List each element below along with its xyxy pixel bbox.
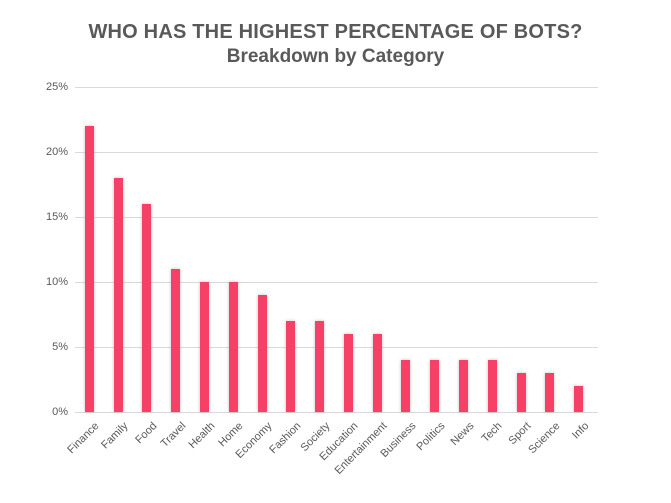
bar-slot bbox=[535, 87, 564, 412]
y-tick-label: 5% bbox=[52, 341, 68, 353]
bar-business bbox=[401, 360, 411, 412]
bar-slot bbox=[190, 87, 219, 412]
bar-entertainment bbox=[372, 334, 382, 412]
chart-subtitle: Breakdown by Category bbox=[226, 46, 445, 67]
bar-finance bbox=[84, 126, 94, 412]
bar-politics bbox=[430, 360, 440, 412]
bar-slot bbox=[334, 87, 363, 412]
bar-slot bbox=[420, 87, 449, 412]
bar-slot bbox=[219, 87, 248, 412]
bar-slot bbox=[507, 87, 536, 412]
bar-news bbox=[458, 360, 468, 412]
bar-sport bbox=[516, 373, 526, 412]
gridline bbox=[75, 282, 598, 283]
bar-slot bbox=[363, 87, 392, 412]
bar-science bbox=[545, 373, 555, 412]
bar-slot bbox=[248, 87, 277, 412]
y-tick-label: 15% bbox=[45, 211, 68, 223]
bar-slot bbox=[564, 87, 593, 412]
bar-education bbox=[343, 334, 353, 412]
bar-slot bbox=[161, 87, 190, 412]
y-tick-label: 25% bbox=[45, 81, 68, 93]
y-tick-label: 20% bbox=[45, 146, 68, 158]
gridline bbox=[75, 217, 598, 218]
bar-family bbox=[113, 178, 123, 412]
bar-slot bbox=[305, 87, 334, 412]
bar-slot bbox=[478, 87, 507, 412]
gridline bbox=[75, 87, 598, 88]
bar-slot bbox=[75, 87, 104, 412]
gridline bbox=[75, 412, 598, 413]
bar-home bbox=[228, 282, 238, 412]
chart-title: WHO HAS THE HIGHEST PERCENTAGE OF BOTS? bbox=[88, 21, 583, 43]
bar-slot bbox=[449, 87, 478, 412]
bar-slot bbox=[104, 87, 133, 412]
bar-info bbox=[574, 386, 584, 412]
bar-travel bbox=[171, 269, 181, 412]
bar-tech bbox=[487, 360, 497, 412]
bar-fashion bbox=[286, 321, 296, 412]
bar-health bbox=[199, 282, 209, 412]
y-tick-label: 0% bbox=[52, 406, 68, 418]
bar-slot bbox=[133, 87, 162, 412]
bar-economy bbox=[257, 295, 267, 412]
plot-area: 0% 5% 10% 15% 20% 25% Finance Family Food Travel… bbox=[46, 81, 598, 477]
gridline bbox=[75, 152, 598, 153]
bar-slot bbox=[276, 87, 305, 412]
gridline bbox=[75, 347, 598, 348]
bar-slot bbox=[392, 87, 421, 412]
bar-food bbox=[142, 204, 152, 412]
y-tick-label: 10% bbox=[45, 276, 68, 288]
bar-society bbox=[315, 321, 325, 412]
